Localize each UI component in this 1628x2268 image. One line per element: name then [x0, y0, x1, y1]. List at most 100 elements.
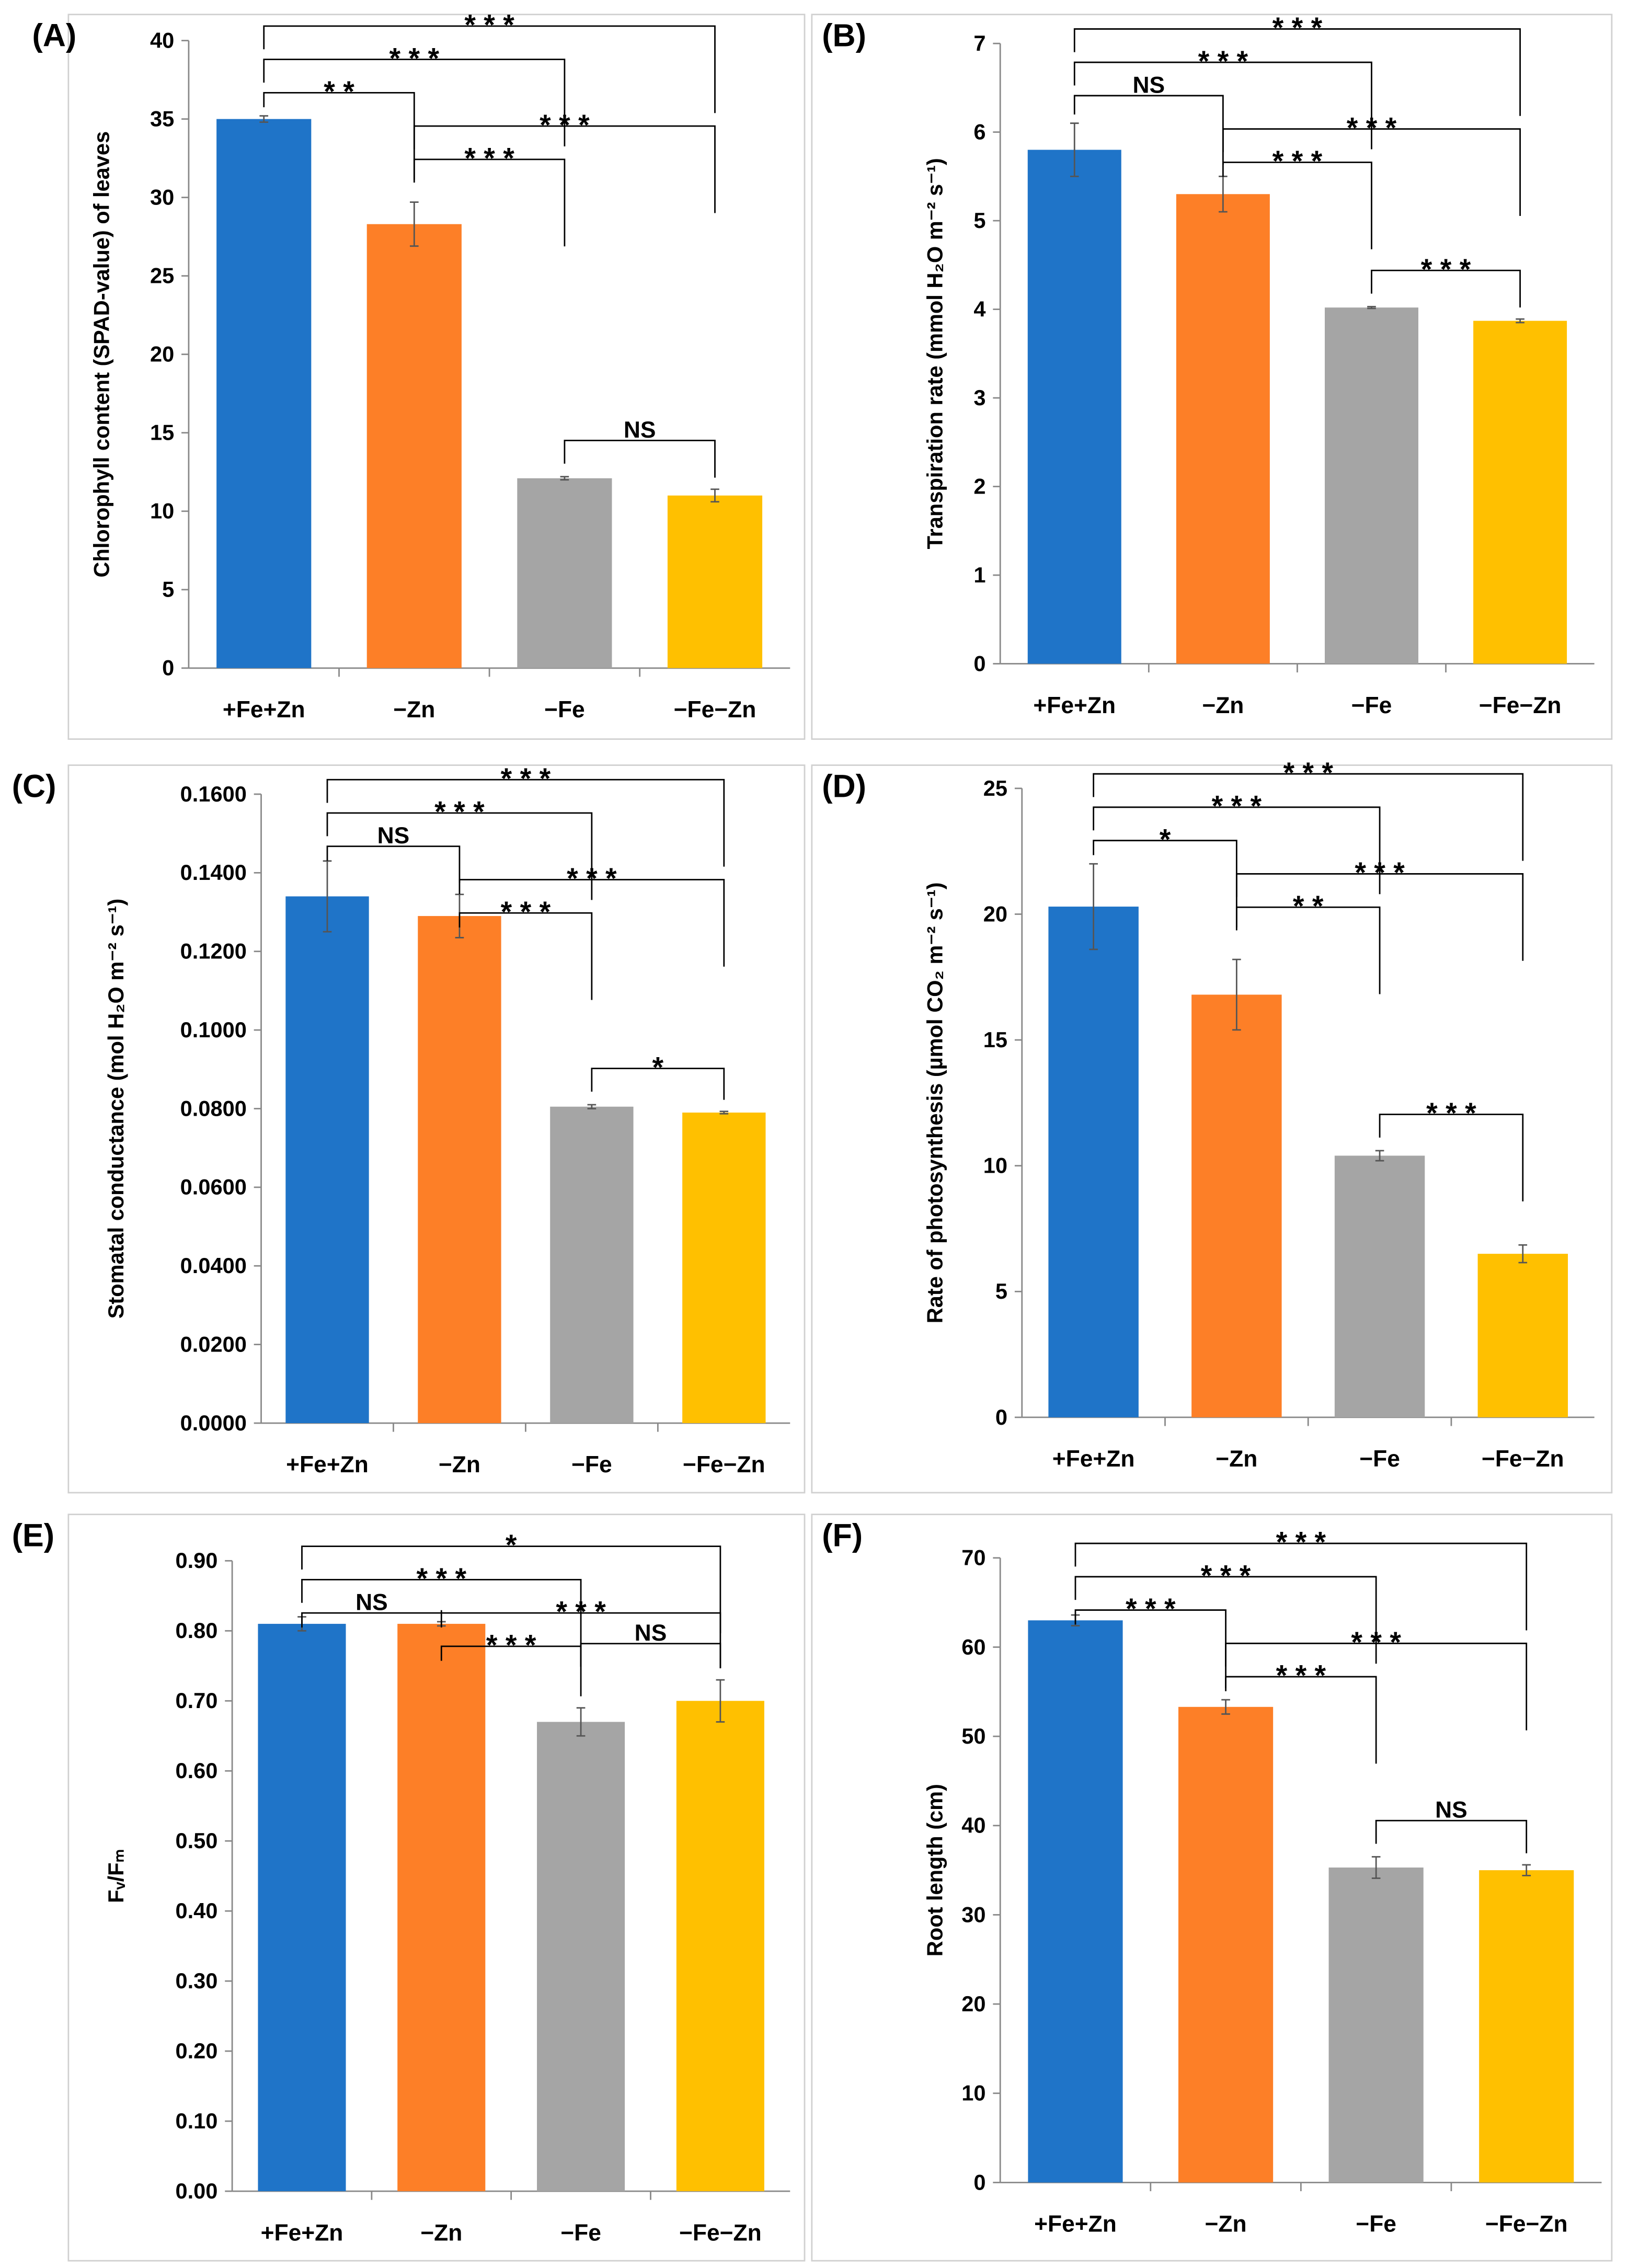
y-tick-label: 10 — [150, 499, 174, 523]
significance-bracket: * * * — [1235, 856, 1524, 961]
y-tick-label: 0.00 — [175, 2179, 217, 2203]
significance-label: * * * — [1272, 145, 1323, 177]
bracket-line — [1375, 1819, 1528, 1853]
y-tick-label: 0.1400 — [180, 860, 247, 885]
y-tick-label: 3 — [973, 385, 985, 410]
y-tick-label: 0.90 — [175, 1548, 217, 1573]
significance-bracket: * * * — [326, 762, 725, 867]
y-tick-label: 0 — [973, 2170, 985, 2194]
significance-bracket: * * * — [440, 1596, 721, 1668]
significance-bracket: * * * — [301, 1562, 582, 1667]
y-tick-label: 0.80 — [175, 1618, 217, 1643]
significance-label: NS — [1133, 72, 1165, 98]
y-tick-label: 6 — [973, 119, 985, 144]
x-tick-label: −Fe−Zn — [1479, 693, 1562, 718]
y-tick-label: 0 — [995, 1405, 1007, 1429]
x-tick-label: −Fe−Zn — [674, 697, 756, 723]
significance-label: * — [1160, 823, 1171, 855]
bar-1 — [1178, 1706, 1274, 2183]
y-tick-label: 15 — [150, 420, 174, 445]
bracket-line — [1235, 873, 1524, 961]
significance-label: * — [506, 1529, 517, 1561]
x-tick-label: −Fe — [1351, 693, 1392, 718]
bracket-line — [440, 1612, 721, 1668]
x-tick-label: −Zn — [393, 697, 435, 723]
bar-3 — [676, 1701, 764, 2192]
bar-2 — [1324, 307, 1418, 664]
y-tick-label: 0 — [973, 651, 985, 675]
significance-label: * * * — [1355, 856, 1405, 889]
y-tick-label: 35 — [150, 107, 174, 131]
y-tick-label: 0.50 — [175, 1828, 217, 1853]
significance-bracket: * * — [263, 75, 415, 180]
significance-label: * * * — [1272, 12, 1323, 44]
y-tick-label: 5 — [995, 1279, 1007, 1303]
panel-frame — [811, 764, 1613, 1494]
x-tick-label: −Fe−Zn — [683, 1452, 765, 1477]
bar-0 — [1048, 907, 1139, 1417]
significance-bracket: * * * — [413, 142, 566, 247]
bracket-line — [301, 1545, 721, 1633]
significance-bracket: * * * — [1225, 1659, 1377, 1764]
bar-0 — [285, 896, 369, 1423]
y-axis-title: Stomatal conductance (mol H₂O m⁻² s⁻¹) — [104, 899, 128, 1319]
significance-label: * * * — [540, 109, 590, 141]
y-tick-label: 40 — [150, 28, 174, 52]
significance-bracket: NS — [301, 1590, 442, 1628]
bracket-line — [1225, 1642, 1528, 1731]
y-tick-label: 10 — [961, 2081, 985, 2105]
bracket-line — [1074, 1542, 1528, 1631]
bracket-line — [1222, 128, 1521, 216]
y-tick-label: 0.0800 — [180, 1096, 247, 1120]
y-tick-label: 0.30 — [175, 1968, 217, 1993]
bar-3 — [1479, 1870, 1574, 2183]
panel-c: (C) 0.0000 0.0200 0.0400 0.0600 0.0800 0.1000 0… — [12, 762, 806, 1494]
y-tick-label: 20 — [961, 1991, 985, 2016]
significance-label: * * * — [417, 1562, 467, 1595]
significance-bracket: * * * — [1093, 757, 1524, 861]
y-tick-label: 40 — [961, 1813, 985, 1838]
bracket-line — [1222, 162, 1372, 249]
significance-bracket: * * * — [413, 109, 716, 213]
y-tick-label: 70 — [961, 1545, 985, 1570]
panel-d: (D) 0 5 10 15 20 25 Rate of photosynthesis (µmo… — [811, 757, 1613, 1494]
panel-b: (B) 0 1 2 3 4 5 6 7 Transpiration rate (mmol H₂O … — [811, 12, 1613, 740]
bar-3 — [1477, 1254, 1568, 1417]
y-tick-label: 0.60 — [175, 1758, 217, 1783]
bracket-line — [591, 1068, 725, 1100]
significance-label: * * * — [434, 796, 485, 828]
x-tick-label: +Fe+Zn — [261, 2220, 343, 2246]
significance-bracket: * * * — [1379, 1097, 1524, 1201]
y-tick-label: 5 — [162, 577, 174, 602]
x-tick-label: −Fe — [1356, 2212, 1396, 2237]
panel-frame — [811, 14, 1613, 740]
bracket-line — [440, 1645, 582, 1697]
bar-0 — [1027, 150, 1121, 664]
significance-bracket: * * * — [326, 796, 593, 900]
y-tick-label: 1 — [973, 563, 985, 587]
x-tick-label: +Fe+Zn — [1034, 2212, 1117, 2237]
y-tick-label: 20 — [150, 342, 174, 366]
significance-bracket: * * * — [263, 9, 716, 113]
x-tick-label: −Fe — [560, 2220, 601, 2246]
significance-label: * * — [1293, 890, 1324, 922]
bracket-line — [413, 125, 716, 213]
y-tick-label: 0.70 — [175, 1688, 217, 1713]
significance-label: * * * — [1426, 1097, 1476, 1129]
x-tick-label: −Zn — [1216, 1446, 1257, 1472]
bracket-line — [1073, 61, 1372, 150]
x-tick-label: −Fe — [544, 697, 585, 723]
significance-label: * * * — [556, 1596, 606, 1628]
x-tick-label: −Fe−Zn — [1485, 2212, 1568, 2237]
bracket-line — [263, 25, 716, 113]
significance-label: * * * — [1212, 790, 1262, 822]
y-tick-label: 20 — [983, 901, 1007, 926]
significance-label: * * * — [1201, 1559, 1251, 1591]
y-tick-label: 2 — [973, 474, 985, 498]
y-tick-label: 0.0000 — [180, 1411, 247, 1435]
significance-label: NS — [1435, 1797, 1468, 1823]
bar-3 — [1473, 320, 1567, 664]
significance-bracket: * * * — [1371, 253, 1521, 308]
bar-2 — [537, 1722, 625, 2192]
significance-label: NS — [624, 417, 656, 443]
